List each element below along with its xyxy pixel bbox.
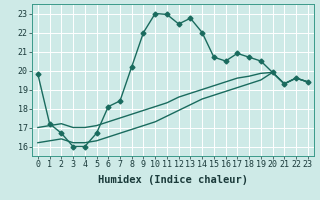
X-axis label: Humidex (Indice chaleur): Humidex (Indice chaleur) <box>98 175 248 185</box>
